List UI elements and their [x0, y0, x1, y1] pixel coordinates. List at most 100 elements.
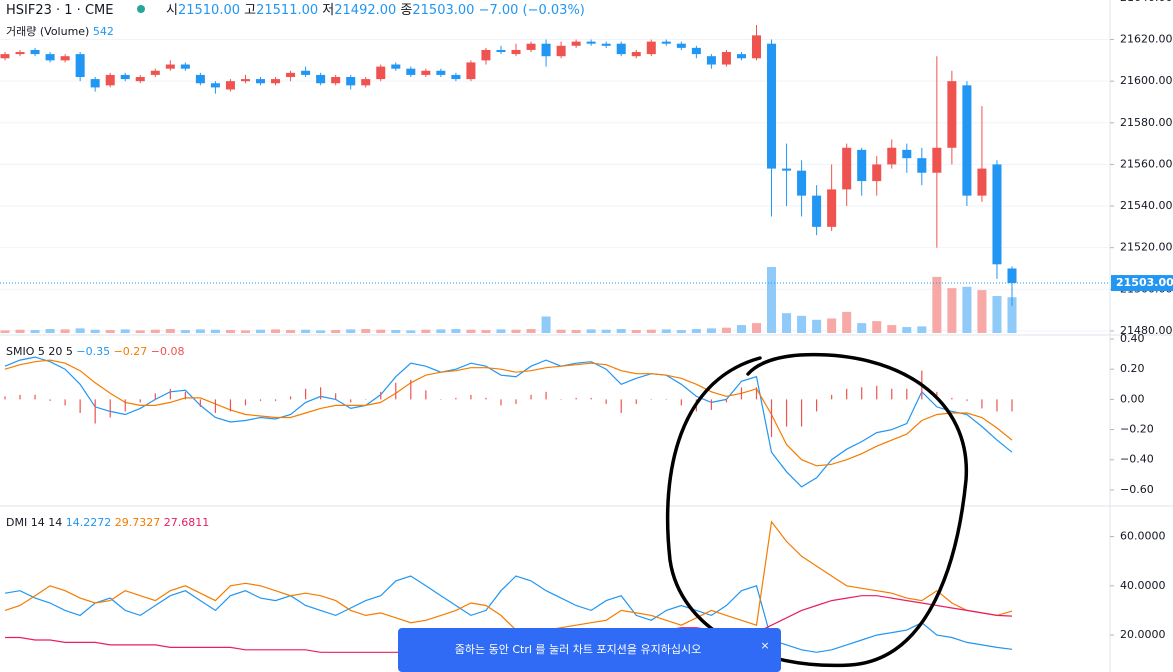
candle-body — [481, 49, 491, 61]
candle-body — [782, 168, 792, 171]
hint-toast: 줌하는 동안 Ctrl 를 눌러 차트 포지션을 유지하십시오 × — [398, 628, 781, 672]
volume-bar — [361, 329, 371, 333]
histogram-bar — [816, 399, 818, 412]
y-tick-label: 20.0000 — [1120, 628, 1166, 641]
histogram-bar — [530, 394, 532, 400]
histogram-bar — [770, 399, 773, 438]
histogram-bar — [515, 399, 517, 404]
volume-legend: 거래량 (Volume) 542 — [6, 25, 114, 38]
histogram-bar — [244, 399, 247, 406]
candle-body — [556, 45, 566, 57]
histogram-bar — [139, 399, 141, 403]
histogram-bar — [981, 399, 983, 409]
volume-bar — [466, 329, 476, 333]
volume-bar — [45, 329, 55, 333]
candle-body — [887, 147, 897, 165]
candle-body — [316, 74, 326, 84]
candle-body — [631, 52, 641, 57]
volume-bar — [421, 329, 431, 333]
volume-bar — [721, 327, 731, 333]
histogram-bar — [545, 391, 547, 400]
candle-body — [255, 79, 266, 84]
smio-value: −0.08 — [151, 345, 185, 358]
candle-body — [150, 70, 160, 75]
y-tick-label: 0.40 — [1120, 332, 1145, 345]
volume-title: 거래량 (Volume) — [6, 25, 89, 38]
candle-body — [391, 64, 401, 69]
volume-value: 542 — [93, 25, 114, 38]
candle-body — [286, 72, 296, 78]
y-tick-label: −0.60 — [1120, 483, 1154, 496]
histogram-bar — [620, 399, 622, 413]
candle-body — [240, 79, 250, 82]
candle-body — [917, 158, 927, 173]
volume-bar — [511, 329, 521, 333]
y-tick-label: −0.40 — [1120, 453, 1154, 466]
candle-body — [797, 170, 807, 196]
histogram-bar — [665, 399, 667, 400]
candle-body — [511, 49, 521, 55]
histogram-bar — [410, 379, 412, 400]
hint-background — [398, 628, 781, 672]
volume-bar — [451, 329, 461, 333]
candle-body — [421, 70, 431, 75]
volume-bar — [105, 330, 115, 333]
histogram-bar — [996, 399, 998, 412]
marks: 21480.0021500.0021520.0021540.0021560.00… — [0, 0, 1173, 656]
y-tick-label: −0.20 — [1120, 423, 1154, 436]
hint-close[interactable]: × — [760, 639, 769, 652]
volume-bar — [812, 319, 822, 333]
histogram-bar — [876, 385, 878, 400]
y-tick-label: 21520.00 — [1120, 241, 1173, 254]
histogram-bar — [680, 399, 682, 406]
histogram-bar — [335, 393, 337, 400]
candle-body — [331, 77, 341, 84]
candle-body — [947, 81, 957, 148]
dmi-value: 29.7327 — [115, 516, 161, 529]
histogram-bar — [590, 397, 592, 400]
price-label-box — [1111, 275, 1173, 292]
histogram-bar — [304, 388, 307, 400]
y-tick-label: 21480.00 — [1120, 324, 1173, 337]
histogram-bar — [966, 399, 968, 401]
candle-body — [872, 164, 882, 182]
candle-body — [736, 54, 746, 59]
candle-body — [406, 68, 416, 75]
candle-body — [30, 49, 40, 55]
indicator-line — [4, 520, 1013, 634]
y-tick-label: 21600.00 — [1120, 74, 1173, 87]
candle-body — [60, 56, 70, 61]
y-tick-label: 21620.00 — [1120, 33, 1173, 46]
volume-bar — [0, 330, 10, 333]
candle-body — [75, 54, 85, 78]
histogram-bar — [229, 399, 232, 412]
volume-bar — [977, 290, 987, 333]
volume-bar — [736, 325, 746, 333]
volume-bar — [195, 329, 205, 333]
candle-body — [857, 149, 867, 182]
volume-bar — [496, 329, 506, 333]
histogram-bar — [831, 394, 833, 400]
volume-bar — [706, 328, 716, 333]
candle-body — [676, 43, 686, 48]
volume-bar — [646, 329, 656, 333]
price-label: 21503.00 — [1116, 276, 1173, 289]
smio-value: −0.27 — [114, 345, 148, 358]
histogram-bar — [350, 399, 352, 403]
candle-body — [691, 47, 701, 55]
volume-bar — [797, 315, 807, 333]
histogram-bar — [214, 399, 217, 413]
candle-body — [962, 85, 972, 196]
histogram-bar — [560, 399, 562, 400]
candle-body — [706, 56, 716, 65]
histogram-bar — [861, 387, 863, 400]
candle-body — [180, 64, 190, 69]
volume-bar — [240, 330, 250, 333]
dmi-value: 27.6811 — [164, 516, 210, 529]
histogram-bar — [1011, 399, 1013, 412]
histogram-bar — [740, 387, 743, 400]
candle-body — [812, 195, 822, 227]
candle-body — [195, 74, 205, 84]
volume-bar — [210, 329, 220, 333]
candle-body — [571, 41, 581, 46]
